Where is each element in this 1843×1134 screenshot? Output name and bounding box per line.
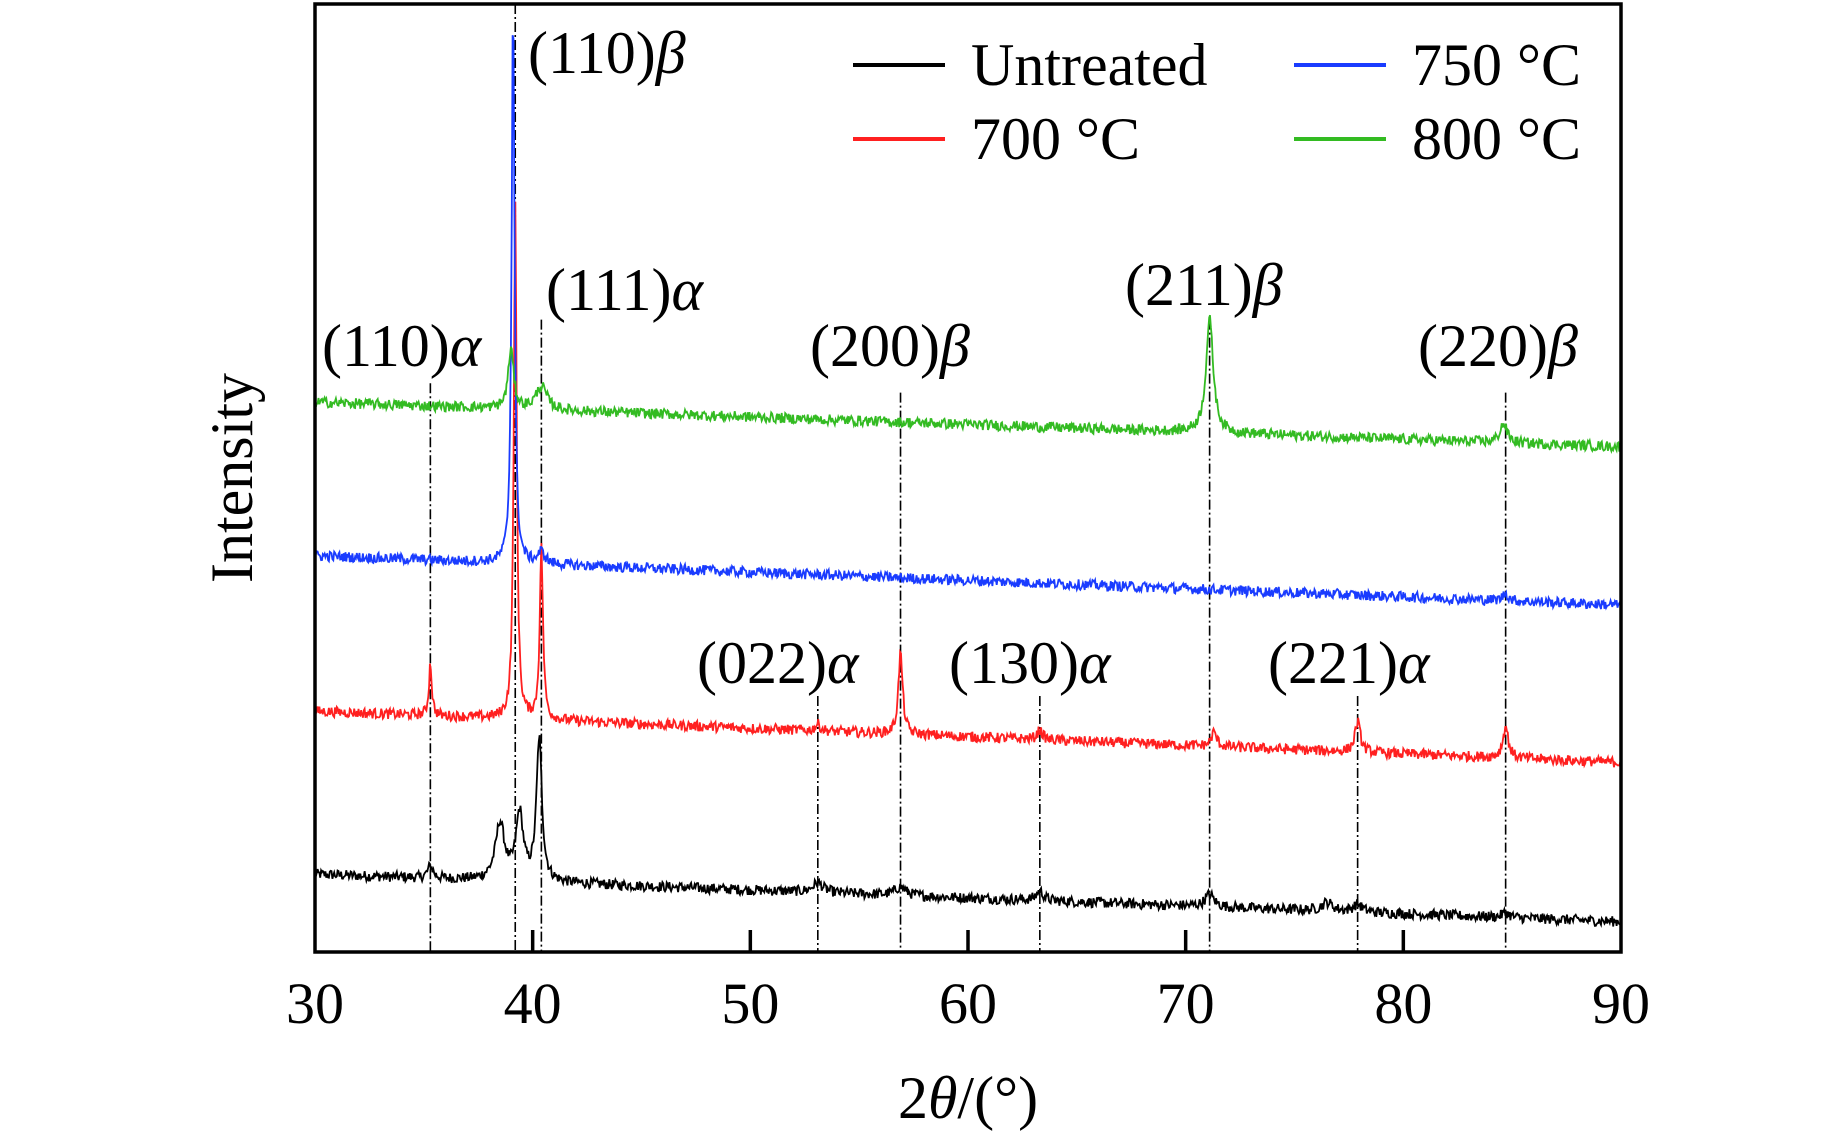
- x-ticks: 30 40 50 60 70 80 90: [286, 930, 1650, 1036]
- legend-label: 750 °C: [1412, 32, 1581, 98]
- legend-label: 800 °C: [1412, 106, 1581, 172]
- peak-label: (110)α: [322, 313, 483, 379]
- legend-label: Untreated: [971, 32, 1208, 98]
- peak-label: (211)β: [1125, 252, 1283, 318]
- peak-annotations: (110)β (111)α (110)α (200)β (211)β (220)β (022…: [322, 20, 1578, 696]
- x-tick-label: 40: [504, 971, 562, 1036]
- peak-label: (220)β: [1418, 313, 1578, 379]
- series-line-1: [314, 201, 1622, 769]
- peak-label: (130)α: [949, 630, 1112, 696]
- legend-label: 700 °C: [971, 106, 1140, 172]
- legend: Untreated 700 °C 750 °C 800 °C: [853, 32, 1581, 172]
- x-tick-label: 30: [286, 971, 344, 1036]
- series-line-3: [314, 314, 1622, 455]
- x-tick-label: 60: [939, 971, 997, 1036]
- x-axis-label: 2θ/(°): [898, 1065, 1038, 1131]
- x-tick-label: 90: [1592, 971, 1650, 1036]
- reference-lines: [429, 4, 1507, 952]
- x-tick-label: 50: [721, 971, 779, 1036]
- x-tick-label: 80: [1374, 971, 1432, 1036]
- y-axis-label: Intensity: [199, 373, 265, 583]
- peak-label: (022)α: [697, 630, 860, 696]
- peak-label: (111)α: [546, 257, 705, 323]
- series-line-2: [314, 35, 1622, 611]
- x-tick-label: 70: [1157, 971, 1215, 1036]
- series-line-0: [314, 735, 1622, 928]
- peak-label: (200)β: [810, 313, 970, 379]
- series-curves: [314, 35, 1622, 928]
- peak-label: (221)α: [1268, 630, 1431, 696]
- peak-label: (110)β: [528, 20, 686, 86]
